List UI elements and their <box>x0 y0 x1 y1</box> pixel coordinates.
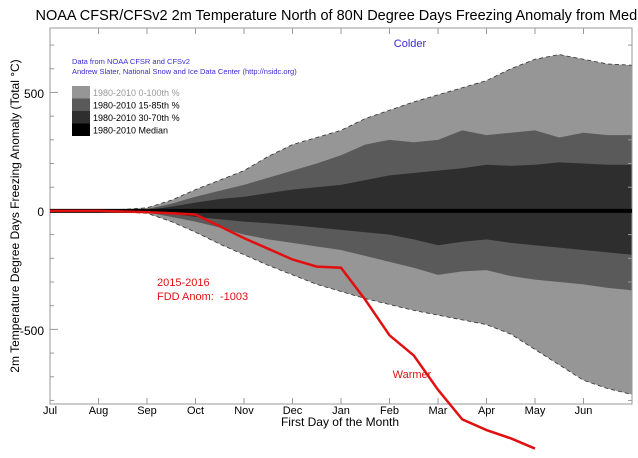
x-tick-label: Aug <box>89 405 109 417</box>
x-tick-label: May <box>525 405 546 417</box>
legend-swatch <box>72 98 90 111</box>
y-tick-label: -500 <box>20 324 44 338</box>
x-tick-label: Nov <box>234 405 254 417</box>
legend-label: 1980-2010 30-70th % <box>93 113 180 123</box>
y-tick-label: 500 <box>24 87 44 101</box>
x-tick-label: Dec <box>283 405 303 417</box>
x-tick-label: Sep <box>137 405 157 417</box>
x-tick-label: Oct <box>187 405 204 417</box>
y-tick-label: 0 <box>37 205 44 219</box>
axis-ticks <box>49 28 632 404</box>
colder-annotation: Colder <box>394 38 427 50</box>
legend-swatch <box>72 123 90 136</box>
credit-line-2: Andrew Slater, National Snow and Ice Dat… <box>72 67 297 76</box>
chart-title: NOAA CFSR/CFSv2 2m Temperature North of … <box>35 8 638 24</box>
legend-label: 1980-2010 Median <box>93 126 168 136</box>
x-tick-label: Mar <box>429 405 448 417</box>
legend-swatch <box>72 111 90 124</box>
series-line-2015-2016 <box>50 209 536 450</box>
x-axis-label: First Day of the Month <box>281 415 399 429</box>
season-annotation: 2015-2016 <box>157 277 210 289</box>
x-tick-label: Apr <box>478 405 495 417</box>
legend-label: 1980-2010 15-85th % <box>93 101 180 111</box>
legend: 1980-2010 0-100th % 1980-2010 15-85th % 19… <box>72 86 180 136</box>
x-tick-label: Jun <box>575 405 593 417</box>
legend-label: 1980-2010 0-100th % <box>93 88 180 98</box>
credit-line-1: Data from NOAA CFSR and CFSv2 <box>72 57 190 66</box>
y-axis-label: 2m Temperature Degree Days Freezing Anom… <box>8 59 22 372</box>
legend-swatch <box>72 86 90 99</box>
band-1980-2010-30-70th- <box>50 162 632 255</box>
x-tick-label: Feb <box>380 405 399 417</box>
x-tick-label: Jan <box>332 405 350 417</box>
fdd-annotation: FDD Anom: -1003 <box>157 291 248 303</box>
warmer-annotation: Warmer <box>393 369 432 381</box>
x-tick-label: Jul <box>43 405 57 417</box>
